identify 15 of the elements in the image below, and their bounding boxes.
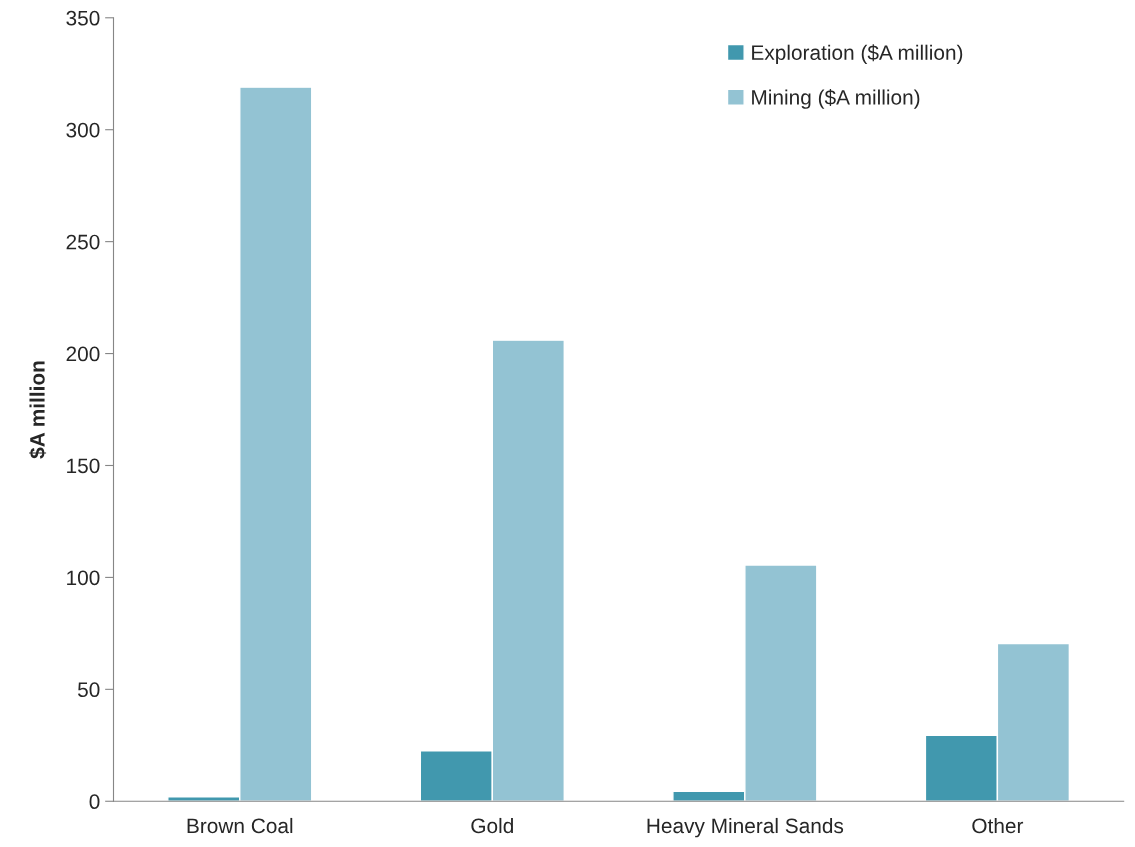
- y-tick-label: 250: [66, 234, 100, 250]
- y-tick-label: 50: [77, 682, 100, 698]
- y-tick-label: 300: [66, 122, 100, 138]
- y-tick-label: 350: [66, 10, 100, 26]
- y-tick-label: 100: [67, 570, 100, 586]
- y-axis-title: $A million: [29, 361, 47, 459]
- y-tick-label: 200: [66, 346, 100, 362]
- x-tick-label: Heavy Mineral Sands: [647, 817, 844, 838]
- legend-label: Mining ($A million): [752, 89, 920, 109]
- x-tick-label: Brown Coal: [187, 817, 293, 834]
- y-tick-label: 150: [67, 458, 100, 474]
- x-tick-label: Gold: [471, 817, 513, 834]
- x-tick-label: Other: [972, 817, 1024, 834]
- legend-label: Exploration ($A million): [752, 44, 963, 65]
- y-tick-label: 0: [89, 794, 100, 810]
